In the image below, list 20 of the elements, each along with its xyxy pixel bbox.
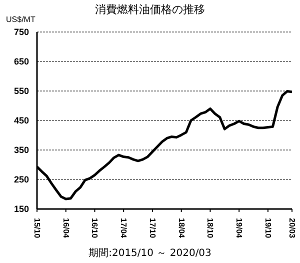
x-tick-label: 17/04: [119, 218, 128, 239]
x-tick-label: 18/10: [206, 218, 215, 239]
chart-title: 消費燃料油価格の推移: [95, 3, 205, 16]
y-tick-label: 150: [14, 204, 29, 214]
text: 期間:2015/10 ～ 2020/03: [88, 248, 212, 260]
y-tick-label: 650: [14, 56, 29, 67]
x-tick-label: 18/04: [176, 218, 186, 239]
x-tick-label: 15/10: [32, 218, 42, 239]
y-axis-title: US$/MT: [6, 15, 36, 24]
x-tick-label: 16/04: [61, 218, 70, 239]
y-tick-label: 350: [14, 145, 29, 156]
x-tick-label: 16/10: [90, 218, 100, 239]
x-tick-label: 19/10: [263, 218, 272, 239]
x-tick-label: 20/03: [288, 218, 296, 239]
x-tick-label: 17/10: [148, 218, 157, 239]
y-tick-label: 550: [14, 86, 29, 96]
y-tick-label: 250: [14, 174, 29, 185]
y-tick-label: 750: [14, 27, 29, 38]
x-tick-label: 19/04: [234, 218, 244, 239]
y-tick-label: 450: [14, 116, 29, 126]
